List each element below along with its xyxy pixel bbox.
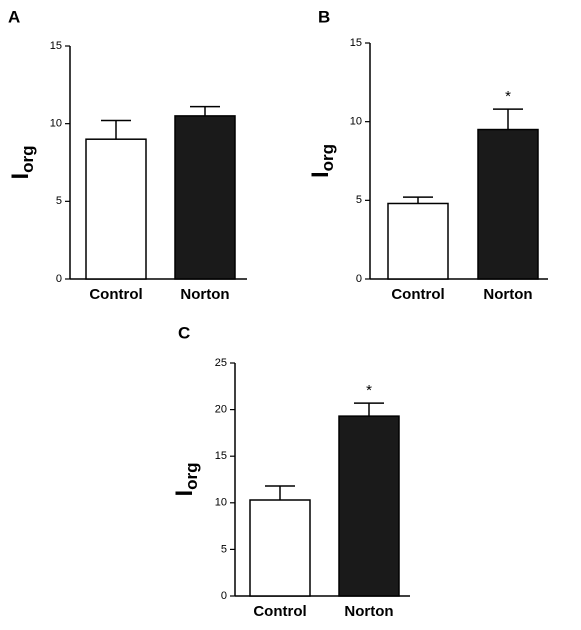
x-tick-label: Norton	[180, 286, 229, 303]
bar	[387, 202, 449, 280]
y-axis-label-sub: org	[182, 462, 201, 489]
significance-mark: *	[505, 88, 511, 105]
y-tick-label: 15	[350, 37, 362, 49]
y-axis-label-main: I	[7, 173, 34, 180]
y-tick-label: 10	[50, 118, 62, 130]
bar	[85, 138, 147, 280]
y-axis-label: Iorg	[307, 144, 337, 178]
x-tick-label: Control	[89, 286, 142, 303]
x-tick-label: Norton	[344, 603, 393, 620]
y-tick-label: 5	[56, 195, 62, 207]
bar	[338, 415, 400, 597]
panel-label: A	[8, 7, 20, 26]
y-tick-label: 20	[215, 404, 227, 416]
y-tick-label: 5	[356, 194, 362, 206]
y-tick-label: 0	[56, 273, 62, 285]
y-tick-label: 10	[215, 497, 227, 509]
y-axis-label-sub: org	[318, 144, 337, 171]
y-axis-label-main: I	[171, 490, 198, 497]
panel-label: B	[318, 7, 330, 26]
x-tick-label: Control	[391, 286, 444, 303]
y-axis-label-sub: org	[18, 145, 37, 172]
bar	[249, 499, 311, 597]
significance-mark: *	[366, 382, 372, 399]
y-tick-label: 5	[221, 543, 227, 555]
x-tick-label: Control	[253, 603, 306, 620]
panel-label: C	[178, 323, 190, 342]
y-axis-label-main: I	[307, 171, 334, 178]
y-tick-label: 25	[215, 357, 227, 369]
y-tick-label: 10	[350, 116, 362, 128]
bar	[477, 128, 539, 280]
y-tick-label: 15	[50, 40, 62, 52]
bar	[174, 115, 236, 280]
y-axis-label: Iorg	[7, 145, 37, 179]
y-tick-label: 0	[356, 273, 362, 285]
y-axis-label: Iorg	[171, 462, 201, 496]
y-tick-label: 0	[221, 590, 227, 602]
x-tick-label: Norton	[483, 286, 532, 303]
y-tick-label: 15	[215, 450, 227, 462]
